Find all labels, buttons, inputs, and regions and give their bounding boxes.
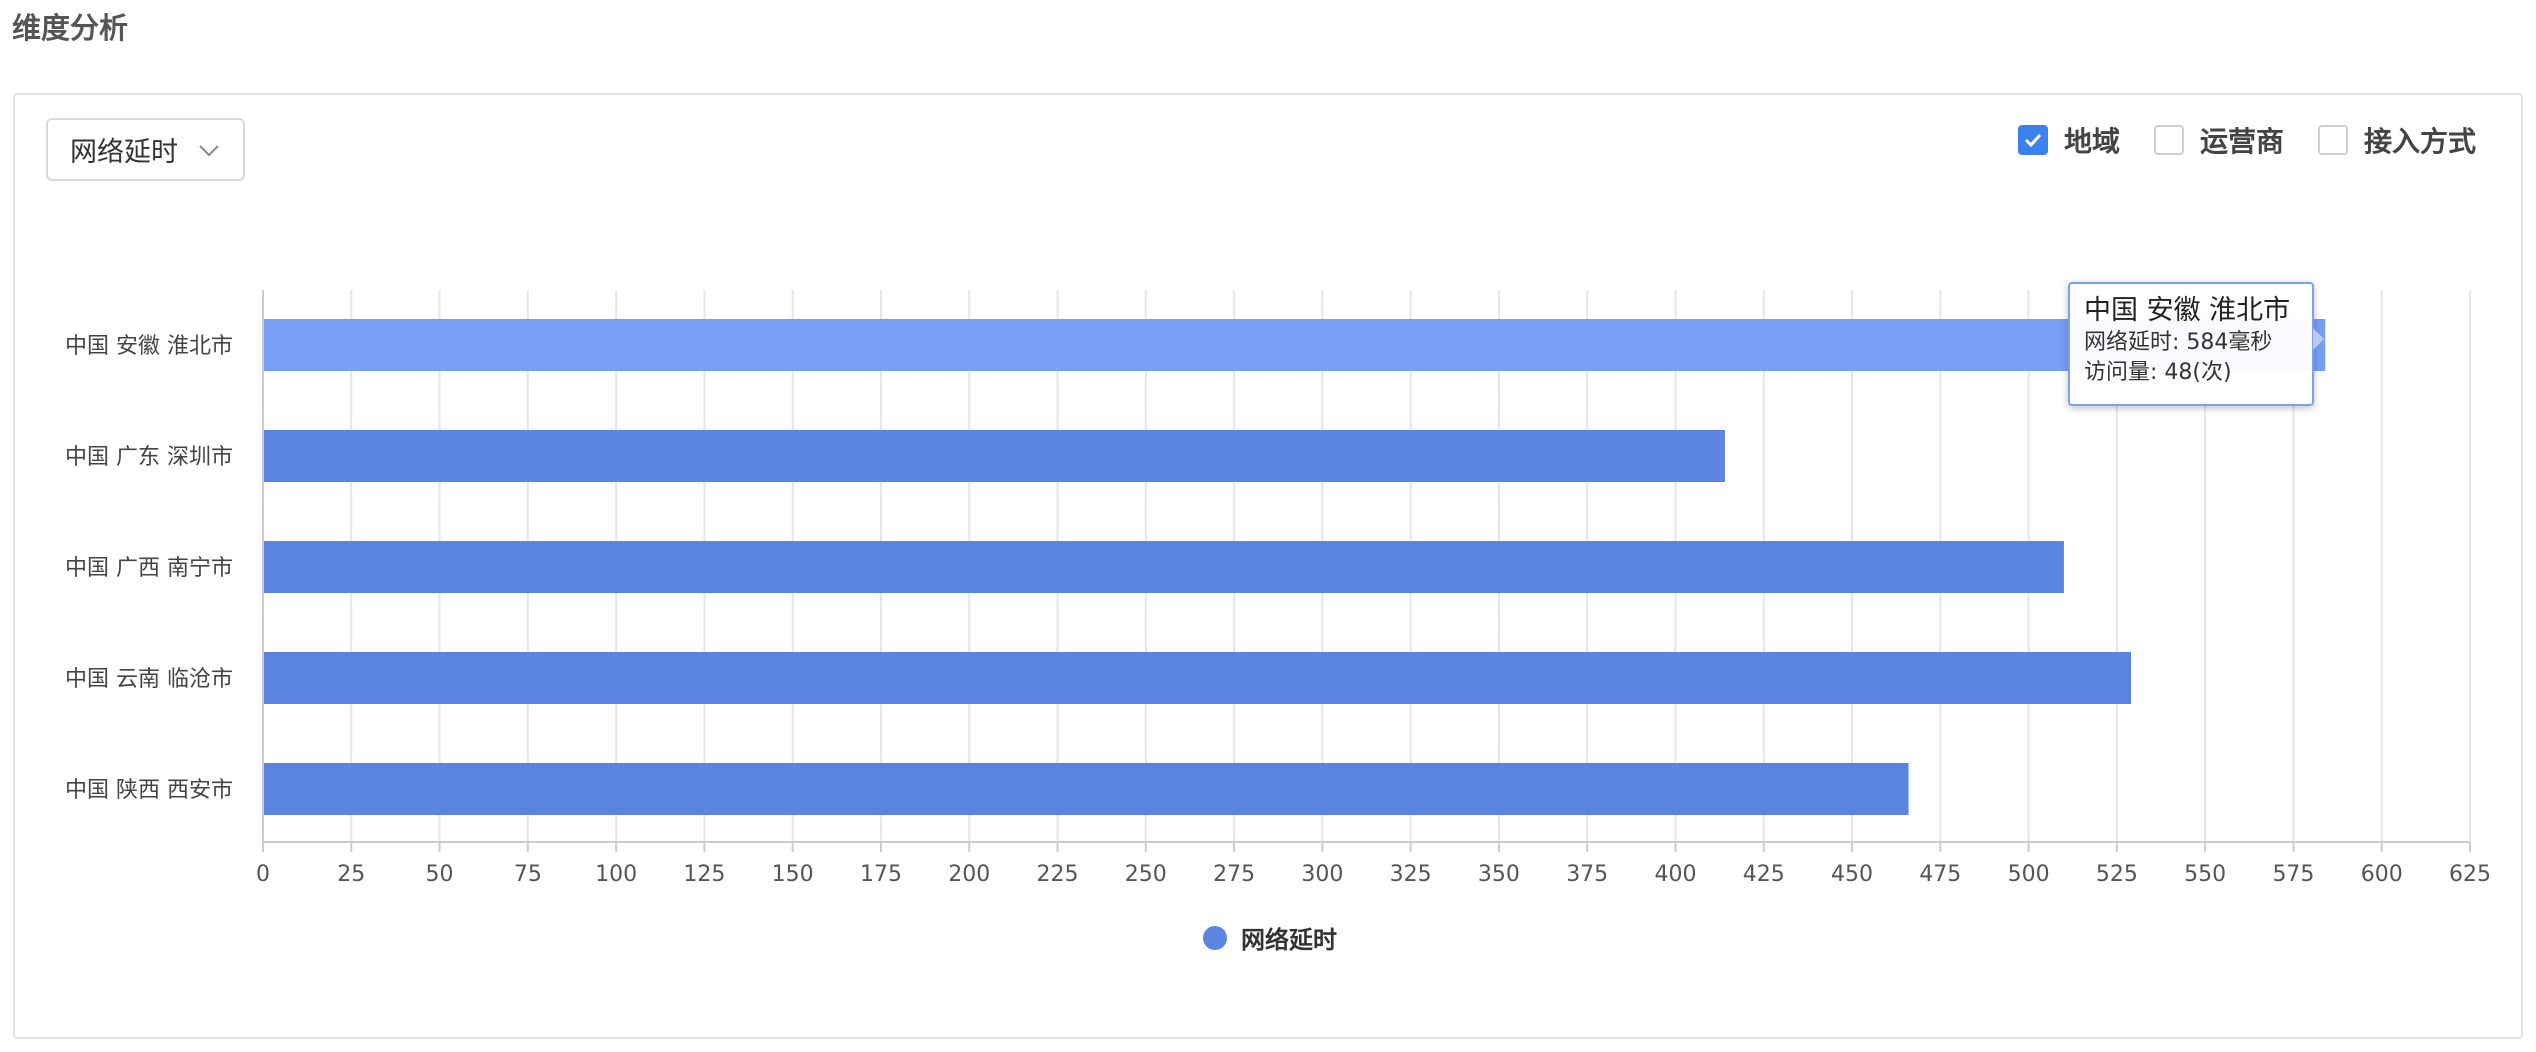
tooltip-visits: 访问量: 48(次)	[2084, 360, 2232, 385]
legend-label: 网络延时	[1241, 926, 1337, 954]
x-tick-label: 200	[948, 862, 990, 887]
bar	[264, 652, 2132, 704]
x-tick-label: 50	[426, 862, 454, 887]
x-tick-label: 400	[1654, 862, 1696, 887]
latency-bar-chart: 0 25 50 75 100 125 150 175 200 225 250 275 300 325 350…	[65, 290, 2491, 887]
x-tick-label: 25	[337, 862, 365, 887]
checkbox-access-method-label: 接入方式	[2363, 125, 2476, 158]
bar	[264, 319, 2326, 371]
y-category-label: 中国 广东 深圳市	[65, 445, 233, 470]
x-tick-label: 625	[2449, 862, 2491, 887]
x-tick-label: 525	[2096, 862, 2138, 887]
y-category-label: 中国 广西 南宁市	[65, 556, 233, 581]
x-tick-label: 500	[2008, 862, 2050, 887]
checkbox-carrier-label: 运营商	[2199, 125, 2284, 158]
section-title: 维度分析	[12, 11, 129, 45]
metric-select-value: 网络延时	[70, 137, 178, 168]
checkbox-region-label: 地域	[2063, 125, 2120, 158]
x-tick-label: 275	[1213, 862, 1255, 887]
bar	[264, 430, 1725, 482]
tooltip-latency: 网络延时: 584毫秒	[2084, 330, 2273, 355]
x-tick-label: 450	[1831, 862, 1873, 887]
checkbox-unchecked-icon[interactable]	[2317, 125, 2348, 155]
bar	[264, 763, 1909, 815]
x-tick-label: 225	[1037, 862, 1079, 887]
check-icon	[2024, 133, 2042, 148]
x-tick-label: 550	[2184, 862, 2226, 887]
x-tick-label: 300	[1301, 862, 1343, 887]
y-category-label: 中国 云南 临沧市	[65, 667, 233, 692]
x-tick-label: 600	[2361, 862, 2403, 887]
checkbox-carrier[interactable]: 运营商	[2153, 120, 2284, 160]
tooltip-title: 中国 安徽 淮北市	[2084, 295, 2291, 326]
dimension-checkbox-group: 地域 运营商 接入方式	[1984, 120, 2476, 160]
x-tick-label: 175	[860, 862, 902, 887]
x-tick-label: 350	[1478, 862, 1520, 887]
x-tick-label: 150	[772, 862, 814, 887]
x-tick-label: 250	[1125, 862, 1167, 887]
y-category-label: 中国 安徽 淮北市	[65, 334, 233, 359]
checkbox-region[interactable]: 地域	[2017, 120, 2120, 160]
checkbox-checked-icon[interactable]	[2017, 125, 2048, 155]
checkbox-access-method[interactable]: 接入方式	[2317, 120, 2476, 160]
legend-dot-icon	[1203, 925, 1227, 950]
x-tick-label: 0	[256, 862, 270, 887]
x-tick-label: 425	[1743, 862, 1785, 887]
metric-select[interactable]: 网络延时	[46, 118, 245, 181]
x-tick-label: 75	[514, 862, 542, 887]
x-tick-label: 125	[683, 862, 725, 887]
checkbox-unchecked-icon[interactable]	[2153, 125, 2184, 155]
chart-tooltip: 中国 安徽 淮北市 网络延时: 584毫秒 访问量: 48(次)	[2068, 282, 2324, 406]
x-tick-label: 100	[595, 862, 637, 887]
chevron-down-icon	[199, 145, 219, 157]
y-category-label: 中国 陕西 西安市	[65, 778, 233, 803]
bar	[264, 541, 2064, 593]
x-tick-label: 375	[1566, 862, 1608, 887]
x-tick-label: 325	[1390, 862, 1432, 887]
x-tick-label: 575	[2272, 862, 2314, 887]
x-tick-label: 475	[1919, 862, 1961, 887]
chart-legend-item[interactable]: 网络延时	[1203, 920, 1337, 955]
